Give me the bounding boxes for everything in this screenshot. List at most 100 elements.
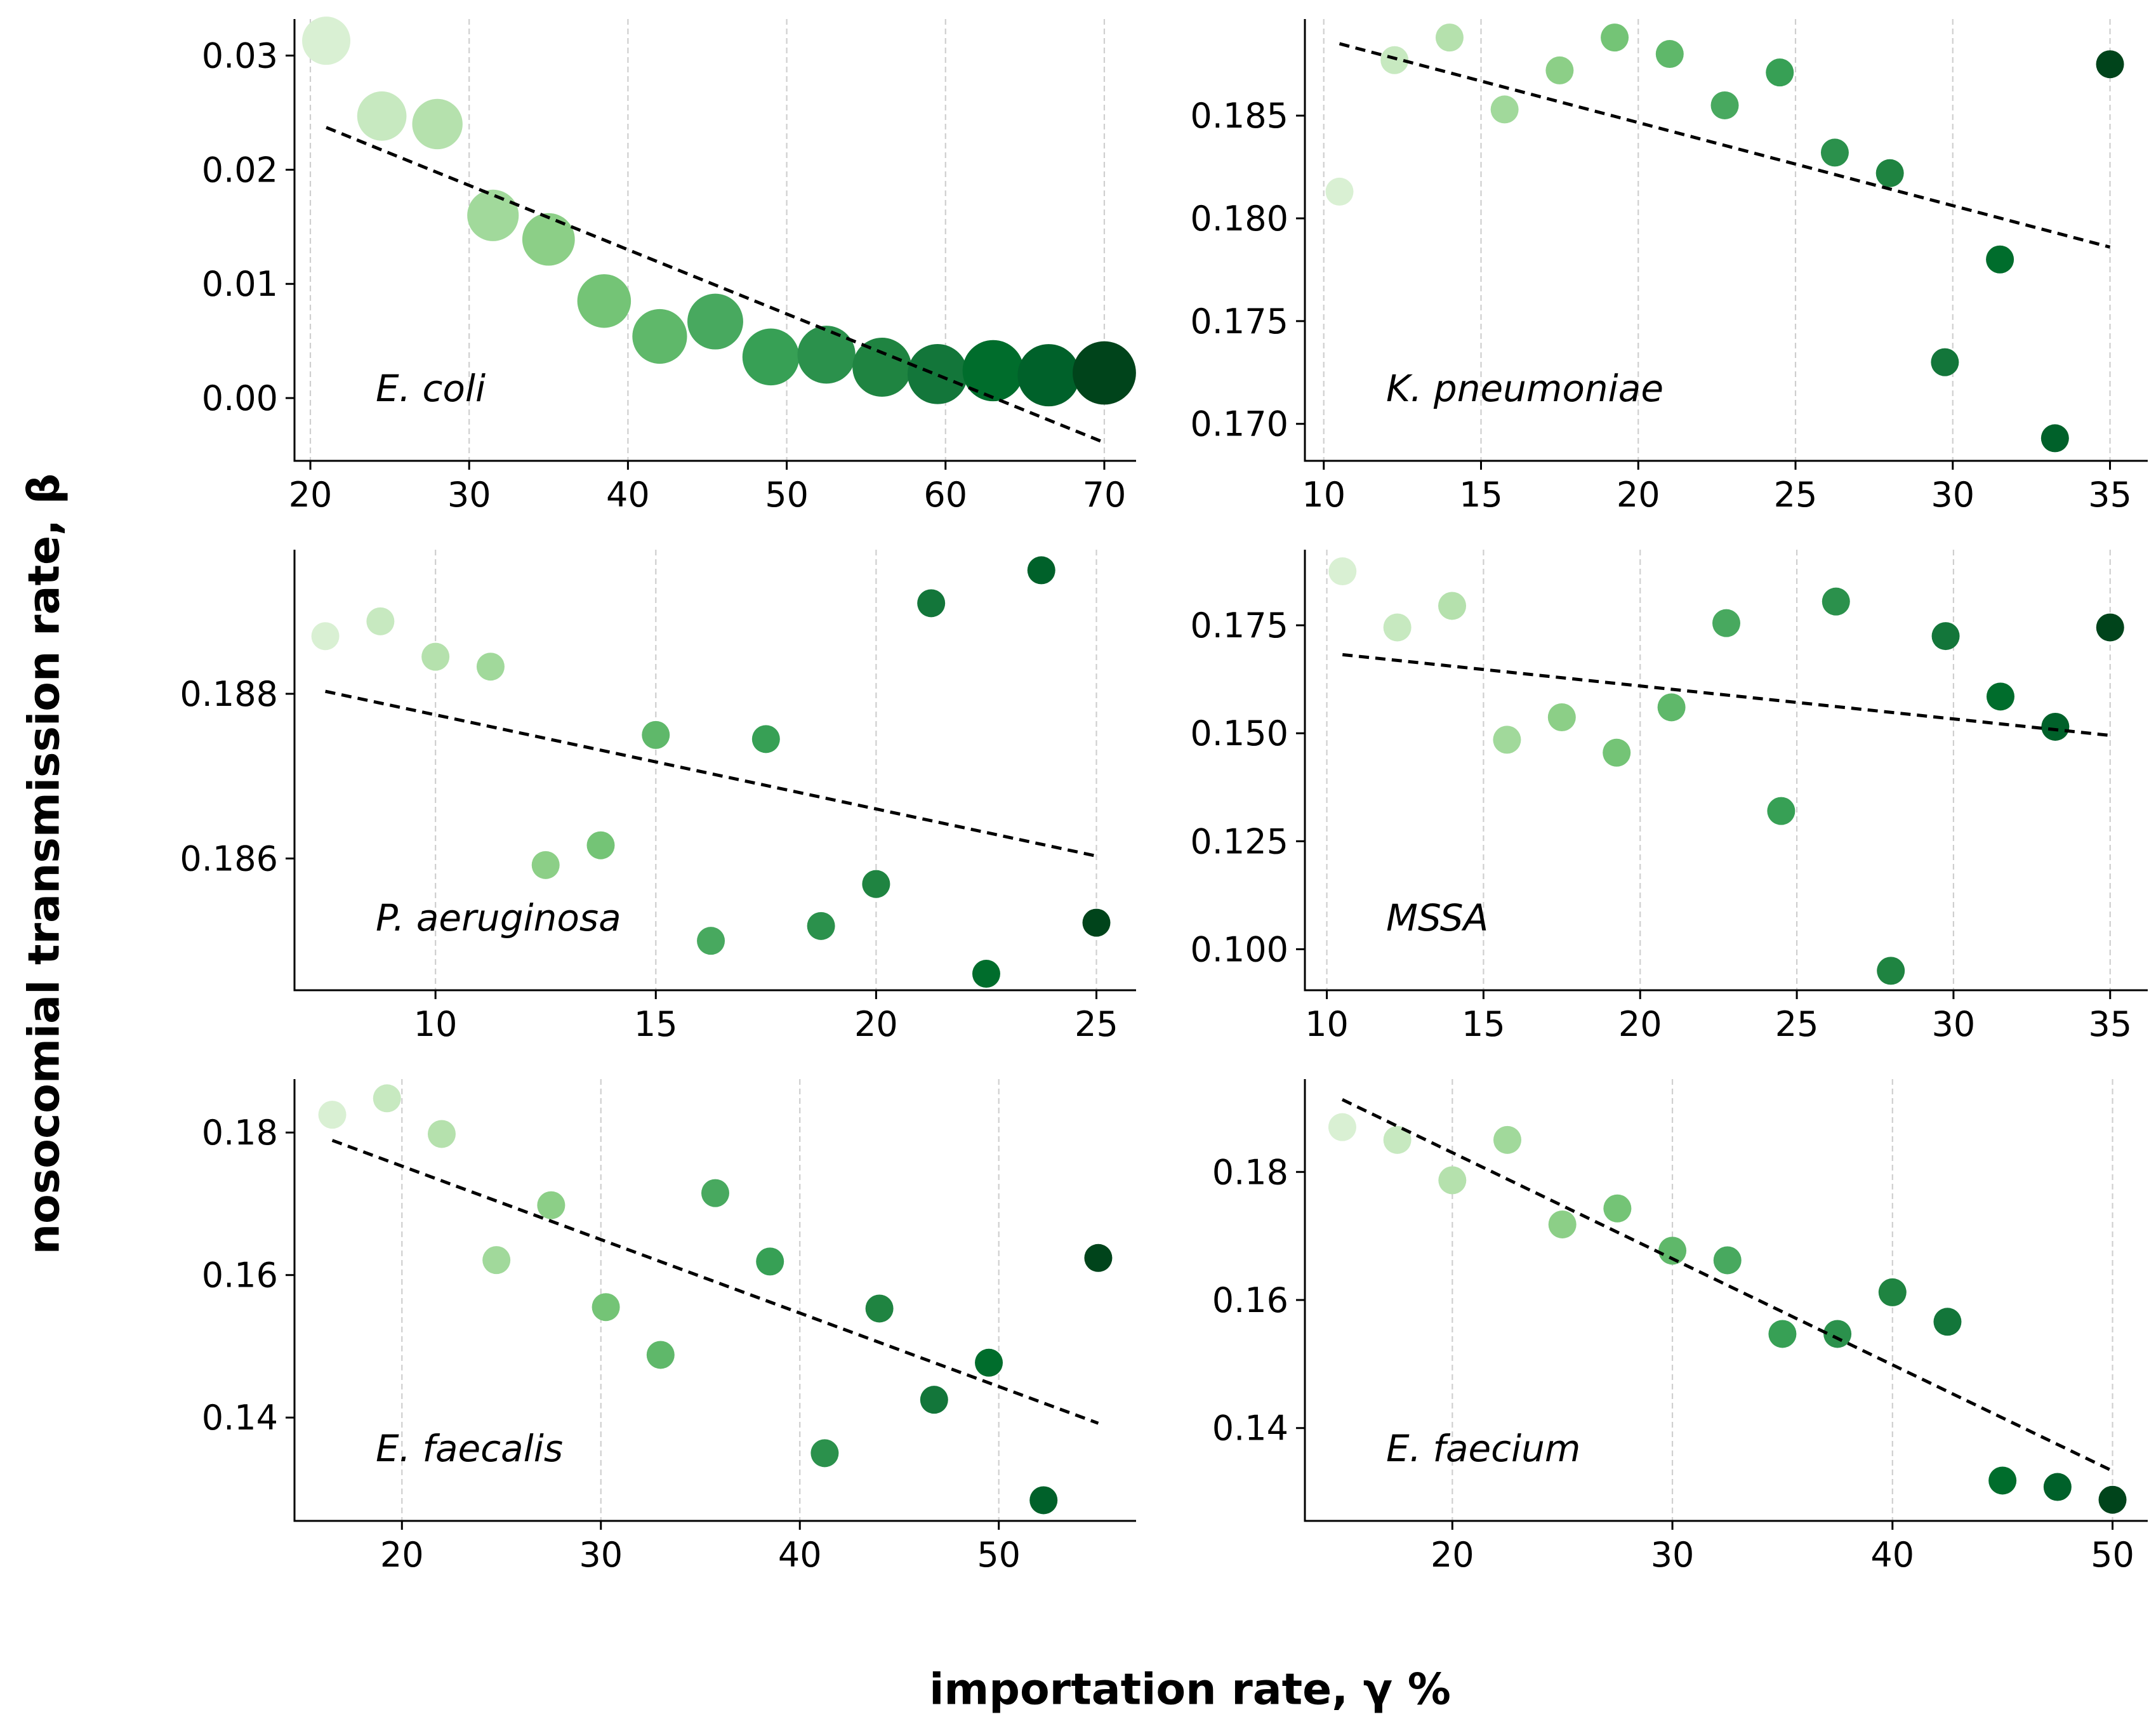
data-point xyxy=(592,1293,620,1322)
y-tick-label: 0.16 xyxy=(202,1256,278,1296)
x-tick-label: 30 xyxy=(1931,475,1974,515)
trend-line xyxy=(1341,1098,2113,1473)
y-tick-label: 0.16 xyxy=(1212,1280,1288,1320)
x-tick-label: 25 xyxy=(1775,1004,1819,1044)
y-tick-label: 0.14 xyxy=(202,1398,278,1438)
data-point xyxy=(687,293,743,350)
data-point xyxy=(311,622,340,651)
data-point xyxy=(1027,556,1055,585)
panel-1: 20 30 40 50 60 70 0.00 0.01 0.02 0.03 E. coli xyxy=(202,17,1136,515)
panel-2: 10 15 20 25 30 35 0.170 0.175 0.180 0.185 K. pneum… xyxy=(1190,19,2148,515)
species-annotation: K. pneumoniae xyxy=(1386,367,1663,410)
data-point xyxy=(1822,587,1850,616)
data-point xyxy=(1383,613,1412,642)
y-tick-label: 0.170 xyxy=(1190,404,1288,444)
x-tick-label: 40 xyxy=(606,475,650,515)
x-tick-label: 30 xyxy=(1651,1535,1695,1575)
data-point xyxy=(975,1348,1003,1377)
data-point xyxy=(646,1341,675,1369)
data-point xyxy=(366,607,395,635)
data-point xyxy=(1657,693,1686,722)
x-tick-label: 10 xyxy=(1302,475,1346,515)
data-point xyxy=(972,960,1000,988)
data-point xyxy=(537,1191,565,1219)
data-point xyxy=(1931,348,1959,376)
data-point xyxy=(1545,56,1574,84)
y-tick-label: 0.180 xyxy=(1190,199,1288,239)
data-point xyxy=(412,98,463,150)
data-point xyxy=(1435,23,1464,52)
x-tick-label: 50 xyxy=(977,1535,1021,1575)
data-point xyxy=(427,1120,456,1148)
y-tick-label: 0.03 xyxy=(202,36,278,76)
data-point xyxy=(467,189,519,241)
data-point xyxy=(742,328,800,386)
data-point xyxy=(810,1439,839,1468)
y-tick-label: 0.02 xyxy=(202,150,278,190)
data-point xyxy=(1766,58,1794,87)
data-point xyxy=(1820,138,1849,167)
data-point xyxy=(1877,957,1905,985)
data-point xyxy=(1547,703,1576,731)
data-point xyxy=(862,870,890,898)
x-tick-label: 50 xyxy=(765,475,809,515)
species-annotation: MSSA xyxy=(1386,896,1488,939)
x-tick-label: 60 xyxy=(923,475,967,515)
data-point xyxy=(1712,609,1740,637)
trend-line xyxy=(331,1139,1099,1425)
y-tick-label: 0.00 xyxy=(202,378,278,418)
data-point xyxy=(1603,1194,1632,1223)
data-point xyxy=(917,589,946,618)
data-point xyxy=(751,725,780,753)
data-point xyxy=(586,831,615,859)
panel-3: 10 15 20 25 0.186 0.188 P. aeruginosa xyxy=(180,550,1136,1044)
x-tick-label: 15 xyxy=(1462,1004,1505,1044)
x-tick-label: 10 xyxy=(1305,1004,1349,1044)
data-point xyxy=(632,308,687,364)
species-annotation: E. faecalis xyxy=(376,1427,563,1470)
data-point xyxy=(476,653,505,681)
data-point xyxy=(1493,1125,1521,1154)
data-point xyxy=(2096,50,2124,79)
data-point xyxy=(756,1247,784,1276)
y-tick-label: 0.125 xyxy=(1190,821,1288,861)
data-point xyxy=(852,338,912,397)
data-point xyxy=(522,213,575,266)
data-point xyxy=(701,1179,729,1207)
x-tick-label: 40 xyxy=(778,1535,822,1575)
trend-line xyxy=(325,689,1097,858)
trend-line xyxy=(1342,653,2111,738)
x-tick-label: 20 xyxy=(289,475,333,515)
x-tick-label: 35 xyxy=(2088,1004,2132,1044)
data-point xyxy=(1548,1210,1577,1238)
data-point xyxy=(1933,1308,1962,1336)
species-annotation: P. aeruginosa xyxy=(376,896,621,939)
x-axis-label: importation rate, γ % xyxy=(929,1664,1451,1715)
x-tick-label: 15 xyxy=(634,1004,678,1044)
data-point xyxy=(1325,177,1354,206)
data-point xyxy=(797,326,856,384)
data-point xyxy=(865,1294,894,1323)
panel-4: 10 15 20 25 30 35 0.100 0.125 0.150 0.175 MSSA xyxy=(1190,550,2148,1044)
data-point xyxy=(2041,712,2070,741)
species-annotation: E. coli xyxy=(376,367,486,410)
species-annotation: E. faecium xyxy=(1386,1427,1580,1470)
data-point xyxy=(1878,1278,1907,1306)
data-point xyxy=(1655,40,1684,69)
y-tick-label: 0.175 xyxy=(1190,302,1288,342)
x-tick-label: 20 xyxy=(1617,475,1660,515)
data-point xyxy=(482,1246,511,1275)
data-point xyxy=(1073,341,1136,405)
x-tick-label: 20 xyxy=(1431,1535,1474,1575)
trend-line xyxy=(1339,42,2111,249)
x-tick-label: 20 xyxy=(854,1004,898,1044)
data-point xyxy=(1082,908,1111,937)
trend-line xyxy=(326,126,1105,444)
x-tick-label: 50 xyxy=(2091,1535,2134,1575)
x-tick-label: 70 xyxy=(1083,475,1127,515)
data-point xyxy=(1438,592,1467,620)
data-point xyxy=(1380,46,1409,74)
data-point xyxy=(1988,1466,2017,1495)
y-tick-label: 0.100 xyxy=(1190,929,1288,969)
